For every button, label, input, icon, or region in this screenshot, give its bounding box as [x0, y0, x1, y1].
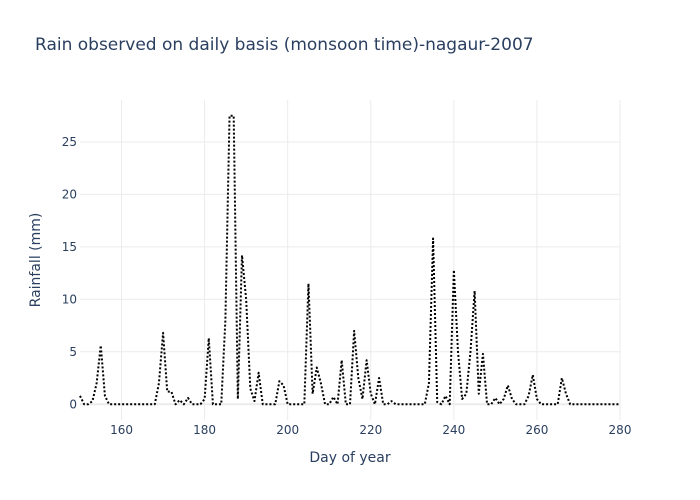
- y-tick-label-20: 20: [62, 187, 77, 201]
- rainfall-series-line-0: [79, 114, 620, 406]
- x-tick-label-180: 180: [193, 423, 216, 437]
- chart-title: Rain observed on daily basis (monsoon ti…: [35, 35, 534, 55]
- trace-layer: [79, 114, 620, 406]
- grid-layer: [80, 100, 621, 420]
- x-tick-label-220: 220: [359, 423, 382, 437]
- x-tick-label-240: 240: [442, 423, 465, 437]
- y-tick-label-25: 25: [62, 135, 77, 149]
- x-tick-label-200: 200: [276, 423, 299, 437]
- x-tick-label-260: 260: [525, 423, 548, 437]
- tick-layer: 160 180 200 220 240 260 280 0 5 10 15 20 25: [62, 135, 632, 437]
- y-tick-label-15: 15: [62, 240, 77, 254]
- y-tick-label-10: 10: [62, 292, 77, 306]
- x-tick-label-280: 280: [609, 423, 632, 437]
- y-axis-title: Rainfall (mm): [28, 213, 44, 308]
- y-tick-label-5: 5: [69, 345, 77, 359]
- y-tick-label-0: 0: [69, 397, 77, 411]
- x-axis-title: Day of year: [309, 450, 391, 466]
- x-tick-label-160: 160: [110, 423, 133, 437]
